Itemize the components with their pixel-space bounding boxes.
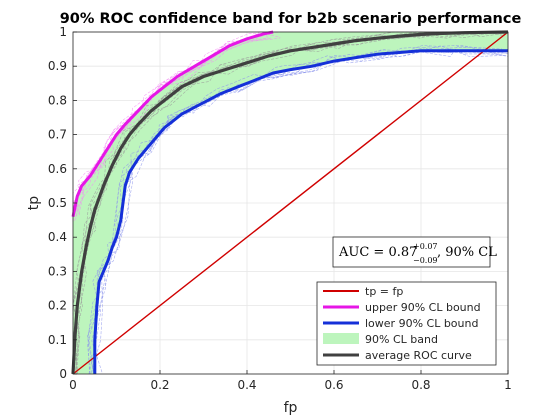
- legend-item-average: average ROC curve: [323, 349, 472, 362]
- axis-ticks: 0 0.2 0.4 0.6 0.8 1 0 0.1 0.2 0.3 0.4 0.5 0.6 0.7 0.8 0…: [48, 25, 512, 392]
- auc-prefix: AUC = 0.87: [338, 245, 417, 260]
- x-tick-label: 1: [504, 378, 512, 392]
- x-axis-label: fp: [284, 400, 298, 416]
- legend-item-diagonal: tp = fp: [323, 285, 403, 298]
- y-tick-label: 0.1: [48, 333, 67, 347]
- legend-item-upper: upper 90% CL bound: [323, 301, 481, 314]
- x-tick-label: 0.8: [411, 378, 430, 392]
- lower-sample-curve: [88, 45, 509, 372]
- legend-item-band: 90% CL band: [323, 333, 438, 346]
- roc-curves: [71, 30, 509, 375]
- auc-lower-error: −0.09: [413, 256, 438, 265]
- legend-swatch-band: [323, 333, 359, 344]
- y-tick-label: 0.4: [48, 230, 67, 244]
- legend-label-average: average ROC curve: [365, 349, 472, 362]
- legend-label-diagonal: tp = fp: [365, 285, 403, 298]
- lower-bound-curve: [93, 49, 508, 374]
- diagonal-line: [72, 31, 509, 375]
- y-tick-label: 0.5: [48, 196, 67, 210]
- y-tick-label: 0.2: [48, 299, 67, 313]
- average-sample-curve: [72, 31, 505, 375]
- y-tick-label: 0.7: [48, 128, 67, 142]
- legend-label-lower: lower 90% CL bound: [365, 317, 478, 330]
- auc-annotation: AUC = 0.87 +0.07 −0.09 , 90% CL: [332, 236, 497, 268]
- legend-item-lower: lower 90% CL bound: [323, 317, 478, 330]
- average-roc-curve: [71, 30, 509, 375]
- x-tick-label: 0.2: [150, 378, 169, 392]
- x-tick-label: 0.4: [237, 378, 256, 392]
- y-tick-label: 0.9: [48, 59, 67, 73]
- y-tick-label: 0.8: [48, 93, 67, 107]
- y-tick-label: 1: [59, 25, 67, 39]
- y-tick-label: 0.6: [48, 162, 67, 176]
- upper-bound-curve: [71, 30, 274, 218]
- auc-suffix: , 90% CL: [437, 245, 497, 260]
- x-tick-label: 0.6: [324, 378, 343, 392]
- y-tick-label: 0: [59, 367, 67, 381]
- lower-sample-curve: [90, 49, 504, 374]
- average-sample-curve: [72, 32, 509, 371]
- legend-label-band: 90% CL band: [365, 333, 438, 346]
- y-tick-label: 0.3: [48, 264, 67, 278]
- auc-annotation-box: [332, 236, 491, 268]
- upper-sample-curve: [74, 37, 281, 221]
- chart-title: 90% ROC confidence band for b2b scenario…: [60, 11, 522, 27]
- upper-sample-curve: [72, 31, 280, 217]
- legend-label-upper: upper 90% CL bound: [365, 301, 481, 314]
- x-tick-label: 0: [69, 378, 77, 392]
- auc-upper-error: +0.07: [413, 242, 438, 251]
- legend: tp = fp upper 90% CL bound lower 90% CL …: [316, 281, 497, 366]
- y-axis-label: tp: [26, 196, 42, 210]
